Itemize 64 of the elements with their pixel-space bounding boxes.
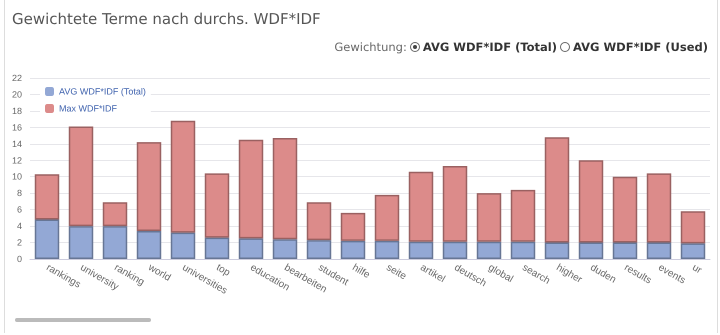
y-tick-label: 10	[12, 172, 22, 182]
y-tick-label: 16	[12, 122, 22, 132]
bar	[612, 176, 638, 243]
bar	[68, 126, 94, 226]
bar	[170, 232, 196, 259]
bar	[578, 242, 604, 259]
bar	[442, 166, 468, 242]
y-tick-label: 12	[12, 155, 22, 166]
bar	[68, 226, 94, 259]
bar	[544, 242, 570, 259]
bar	[408, 172, 434, 242]
x-tick-label: artikel	[418, 262, 447, 286]
y-tick-label: 18	[12, 106, 22, 116]
text: AVG WDF*IDF (Used)	[573, 40, 708, 54]
y-tick-label: 4	[16, 221, 22, 232]
legend-label: AVG WDF*IDF (Total)	[59, 86, 146, 96]
bar	[442, 242, 468, 259]
y-tick-label: 8	[16, 188, 22, 198]
legend-label: Max WDF*IDF	[59, 104, 118, 114]
x-tick-label: ur	[690, 262, 704, 277]
x-tick-label: world	[145, 262, 172, 284]
x-tick-label: seite	[384, 262, 408, 283]
x-tick-label: global	[486, 262, 515, 286]
y-tick-label: 2	[16, 238, 22, 248]
bar	[34, 174, 60, 220]
text: Gewichtung:	[334, 40, 407, 54]
bar	[646, 173, 672, 243]
y-tick-label: 0	[16, 254, 22, 264]
text: AVG WDF*IDF (Total)	[422, 40, 558, 54]
bar	[578, 160, 604, 243]
bar	[136, 231, 162, 259]
bar	[272, 239, 298, 259]
bar	[102, 226, 128, 259]
bar	[204, 238, 230, 259]
bar	[544, 137, 570, 243]
bar	[680, 243, 706, 259]
bar	[374, 194, 400, 241]
bar	[238, 238, 264, 259]
bar	[102, 202, 128, 226]
bar	[408, 242, 434, 259]
bar	[136, 142, 162, 232]
bar	[306, 202, 332, 240]
y-tick-label: 22	[12, 73, 22, 83]
bar	[476, 242, 502, 259]
bar	[340, 240, 366, 259]
bar	[680, 211, 706, 244]
y-tick-label: 6	[16, 204, 22, 215]
y-tick-label: 20	[12, 89, 22, 100]
bar	[510, 190, 536, 242]
bar	[476, 193, 502, 242]
bar	[306, 240, 332, 259]
bar	[374, 240, 400, 259]
bar	[510, 242, 536, 259]
x-tick-label: hilfe	[350, 262, 372, 282]
bar	[34, 220, 60, 259]
bar	[340, 212, 366, 241]
bar	[204, 173, 230, 238]
chart-title: Gewichtete Terme nach durchs. WDF*IDF	[12, 10, 321, 28]
bar	[170, 120, 196, 233]
bar	[646, 242, 672, 259]
bar	[238, 140, 264, 238]
y-tick-label: 14	[12, 138, 22, 149]
bar	[272, 138, 298, 240]
bar	[612, 242, 638, 259]
